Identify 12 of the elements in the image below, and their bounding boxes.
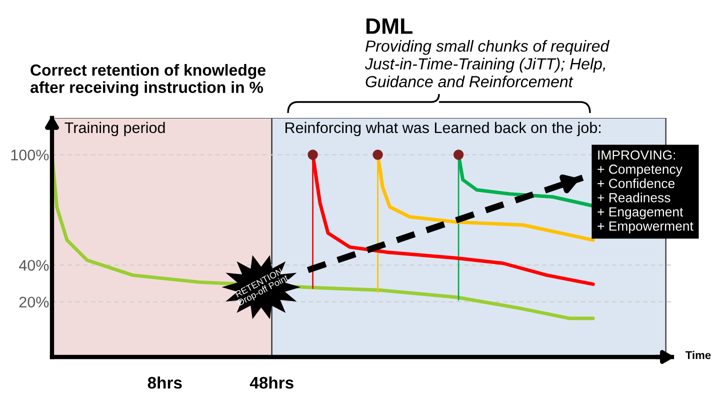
chart-subtitle: Providing small chunks of required Just-in-Time-Training (JiTT); Help, Guidance and Reinforcement <box>364 40 610 88</box>
y-tick-label: 40% <box>18 260 49 271</box>
x-axis-title: Time <box>686 350 711 360</box>
x-tick-label: 48hrs <box>250 376 294 389</box>
x-tick-label: 8hrs <box>148 376 182 389</box>
y-axis-title: Correct retention of knowledge after receiving instruction in % <box>30 64 266 96</box>
annotation: IMPROVING: + Competency + Confidence + Readiness + Engagement + Empowerment <box>598 150 694 234</box>
y-tick-label: 20% <box>19 296 49 308</box>
y-tick-label: 100% <box>11 150 49 160</box>
band-label: Training period <box>64 122 165 136</box>
chart-title: DML <box>366 18 412 34</box>
band-label: Reinforcing what was Learned back on the job: <box>286 122 600 136</box>
